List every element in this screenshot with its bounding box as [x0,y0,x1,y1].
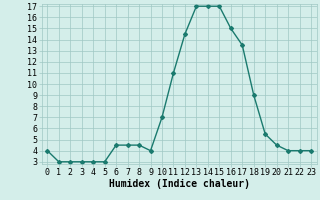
X-axis label: Humidex (Indice chaleur): Humidex (Indice chaleur) [109,179,250,189]
